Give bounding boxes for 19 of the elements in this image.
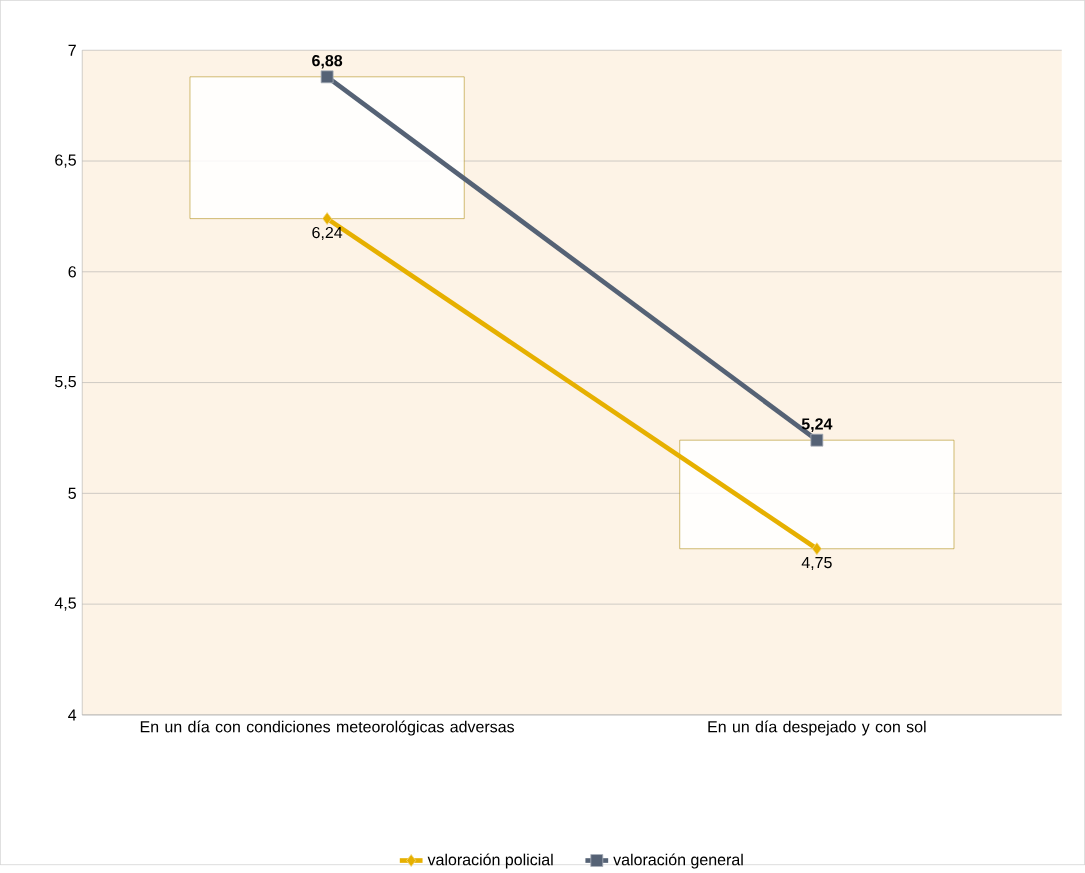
data-label: 6,24 bbox=[312, 226, 343, 241]
y-tick-label: 7 bbox=[68, 44, 76, 56]
x-tick-label: En un día con condiciones meteorológicas adversas bbox=[140, 720, 515, 736]
data-label: 6,88 bbox=[312, 54, 343, 69]
y-tick-label: 5 bbox=[68, 487, 76, 499]
y-tick-label: 6 bbox=[68, 266, 76, 278]
y-tick-label: 6,5 bbox=[55, 154, 76, 168]
point bbox=[320, 70, 334, 84]
y-tick-label: 4 bbox=[68, 709, 77, 721]
point bbox=[322, 212, 333, 226]
y-tick-label: 5,5 bbox=[55, 376, 76, 390]
point bbox=[810, 433, 824, 447]
data-label: 4,75 bbox=[801, 557, 832, 571]
x-tick-label: En un día despejado y con sol bbox=[708, 720, 926, 736]
y-tick-label: 4,5 bbox=[54, 597, 76, 611]
point bbox=[811, 542, 822, 556]
data-label: 5,24 bbox=[801, 418, 833, 432]
legend-label: valoración general bbox=[613, 853, 743, 869]
legend-label: valoración policial bbox=[427, 853, 553, 869]
